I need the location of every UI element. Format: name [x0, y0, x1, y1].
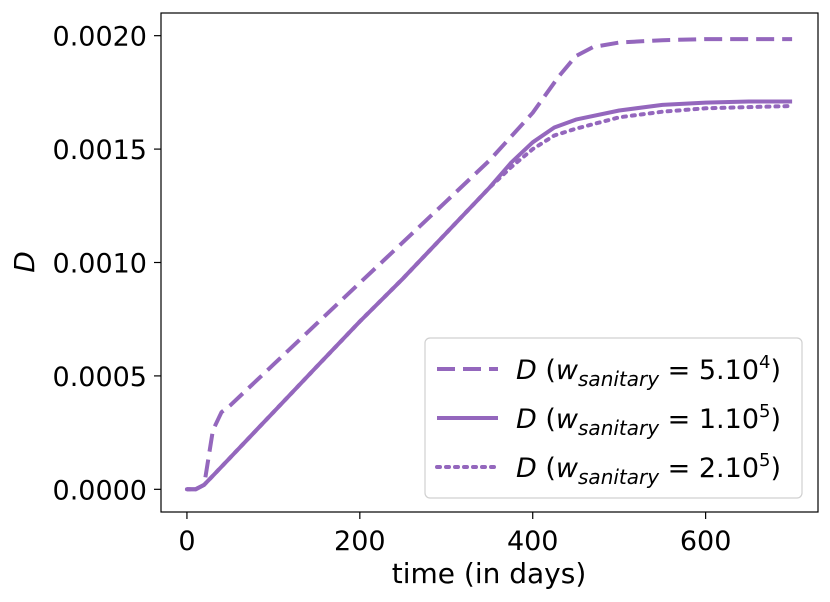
plot-lines — [184, 37, 795, 492]
y-tick-label: 0.0020 — [53, 22, 147, 53]
x-tick-label: 600 — [680, 526, 732, 557]
x-axis-label: time (in days) — [392, 557, 587, 590]
series-line-dotted — [184, 104, 795, 492]
x-tick-label: 0 — [178, 526, 195, 557]
legend-box — [424, 337, 803, 499]
series-line-dashed — [186, 37, 793, 492]
legend-entry-label: D (wsanitary = 5.104) — [516, 352, 781, 391]
y-axis-ticks: 0.0000 0.0005 0.0010 0.0015 0.0020 — [53, 22, 161, 506]
y-tick-label: 0.0010 — [53, 249, 147, 280]
x-tick-label: 200 — [334, 526, 386, 557]
legend: D (wsanitary = 5.104) D (wsanitary = 1.10… — [424, 337, 803, 499]
x-tick-label: 400 — [507, 526, 559, 557]
legend-entry-label: D (wsanitary = 1.105) — [516, 401, 781, 440]
x-axis-ticks: 0 200 400 600 — [178, 512, 731, 557]
legend-entry-label: D (wsanitary = 2.105) — [516, 450, 781, 489]
y-axis-label: D — [8, 251, 41, 273]
y-tick-label: 0.0005 — [53, 362, 147, 393]
y-tick-label: 0.0015 — [53, 135, 147, 166]
y-tick-label: 0.0000 — [53, 475, 147, 506]
